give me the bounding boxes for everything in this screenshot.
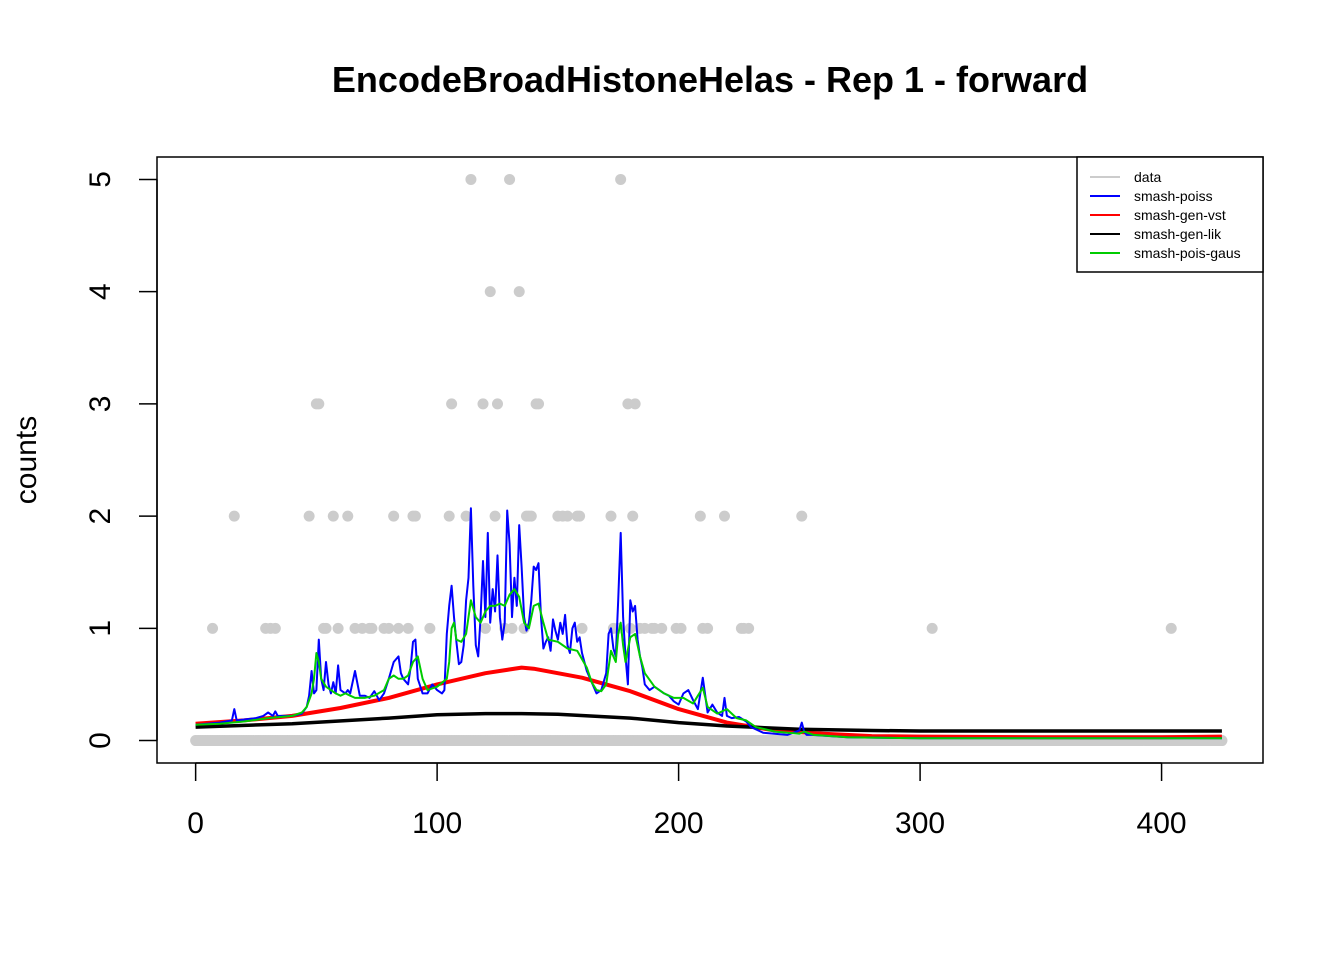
data-point bbox=[269, 622, 281, 634]
data-point bbox=[796, 510, 808, 522]
legend-label: smash-gen-vst bbox=[1134, 207, 1226, 223]
axes: 0 100 200 300 400 0 1 2 3 4 5 bbox=[84, 156, 1264, 840]
data-point bbox=[446, 398, 458, 410]
data-point bbox=[477, 398, 489, 410]
legend: data smash-poiss smash-gen-vst smash-gen-li… bbox=[1076, 156, 1264, 273]
legend-label: data bbox=[1134, 169, 1161, 185]
series-line-smash-gen-lik bbox=[195, 711, 1222, 733]
y-tick-label: 4 bbox=[84, 283, 117, 300]
data-point bbox=[327, 510, 339, 522]
data-point bbox=[718, 510, 730, 522]
data-point bbox=[332, 622, 344, 634]
data-point bbox=[656, 622, 668, 634]
data-point bbox=[479, 622, 491, 634]
data-point bbox=[491, 398, 503, 410]
data-point bbox=[424, 622, 436, 634]
data-point bbox=[533, 398, 545, 410]
data-point bbox=[525, 510, 537, 522]
series-line-smash-gen-vst bbox=[195, 665, 1222, 740]
data-point bbox=[460, 510, 472, 522]
data-point bbox=[207, 622, 219, 634]
x-tick-label: 400 bbox=[1137, 807, 1187, 840]
legend-label: smash-poiss bbox=[1134, 188, 1213, 204]
y-tick-label: 1 bbox=[84, 620, 117, 637]
x-tick-label: 200 bbox=[654, 807, 704, 840]
y-tick-label: 5 bbox=[84, 171, 117, 188]
plot-area bbox=[190, 173, 1228, 747]
data-point bbox=[504, 173, 516, 185]
data-point bbox=[694, 510, 706, 522]
data-point bbox=[402, 622, 414, 634]
data-point bbox=[513, 286, 525, 298]
legend-label: smash-pois-gaus bbox=[1134, 245, 1241, 261]
y-tick-label: 2 bbox=[84, 508, 117, 525]
data-point bbox=[388, 510, 400, 522]
data-point bbox=[465, 173, 477, 185]
data-point bbox=[409, 510, 421, 522]
data-point bbox=[627, 510, 639, 522]
x-tick-label: 300 bbox=[895, 807, 945, 840]
data-point bbox=[1165, 622, 1177, 634]
data-points bbox=[190, 173, 1228, 747]
data-point bbox=[562, 510, 574, 522]
data-point bbox=[313, 398, 325, 410]
data-point bbox=[576, 622, 588, 634]
data-point bbox=[303, 510, 315, 522]
data-point bbox=[320, 622, 332, 634]
data-point bbox=[629, 398, 641, 410]
y-tick-label: 0 bbox=[84, 732, 117, 749]
data-point bbox=[383, 622, 395, 634]
data-point bbox=[743, 622, 755, 634]
data-point bbox=[615, 173, 627, 185]
data-point bbox=[675, 622, 687, 634]
x-tick-label: 0 bbox=[187, 807, 204, 840]
data-point bbox=[342, 510, 354, 522]
data-point bbox=[443, 510, 455, 522]
chart-title: EncodeBroadHistoneHelas - Rep 1 - forwar… bbox=[332, 59, 1088, 100]
x-tick-label: 100 bbox=[412, 807, 462, 840]
legend-label: smash-gen-lik bbox=[1134, 226, 1222, 242]
data-point bbox=[366, 622, 378, 634]
y-tick-label: 3 bbox=[84, 396, 117, 413]
data-point bbox=[506, 622, 518, 634]
data-point bbox=[926, 622, 938, 634]
y-axis-label: counts bbox=[10, 416, 43, 504]
series-line-smash-pois-gaus bbox=[195, 588, 1222, 740]
data-point bbox=[228, 510, 240, 522]
data-point bbox=[392, 622, 404, 634]
data-point bbox=[489, 510, 501, 522]
data-point bbox=[702, 622, 714, 634]
data-point bbox=[574, 510, 586, 522]
data-point bbox=[484, 286, 496, 298]
data-point bbox=[605, 510, 617, 522]
